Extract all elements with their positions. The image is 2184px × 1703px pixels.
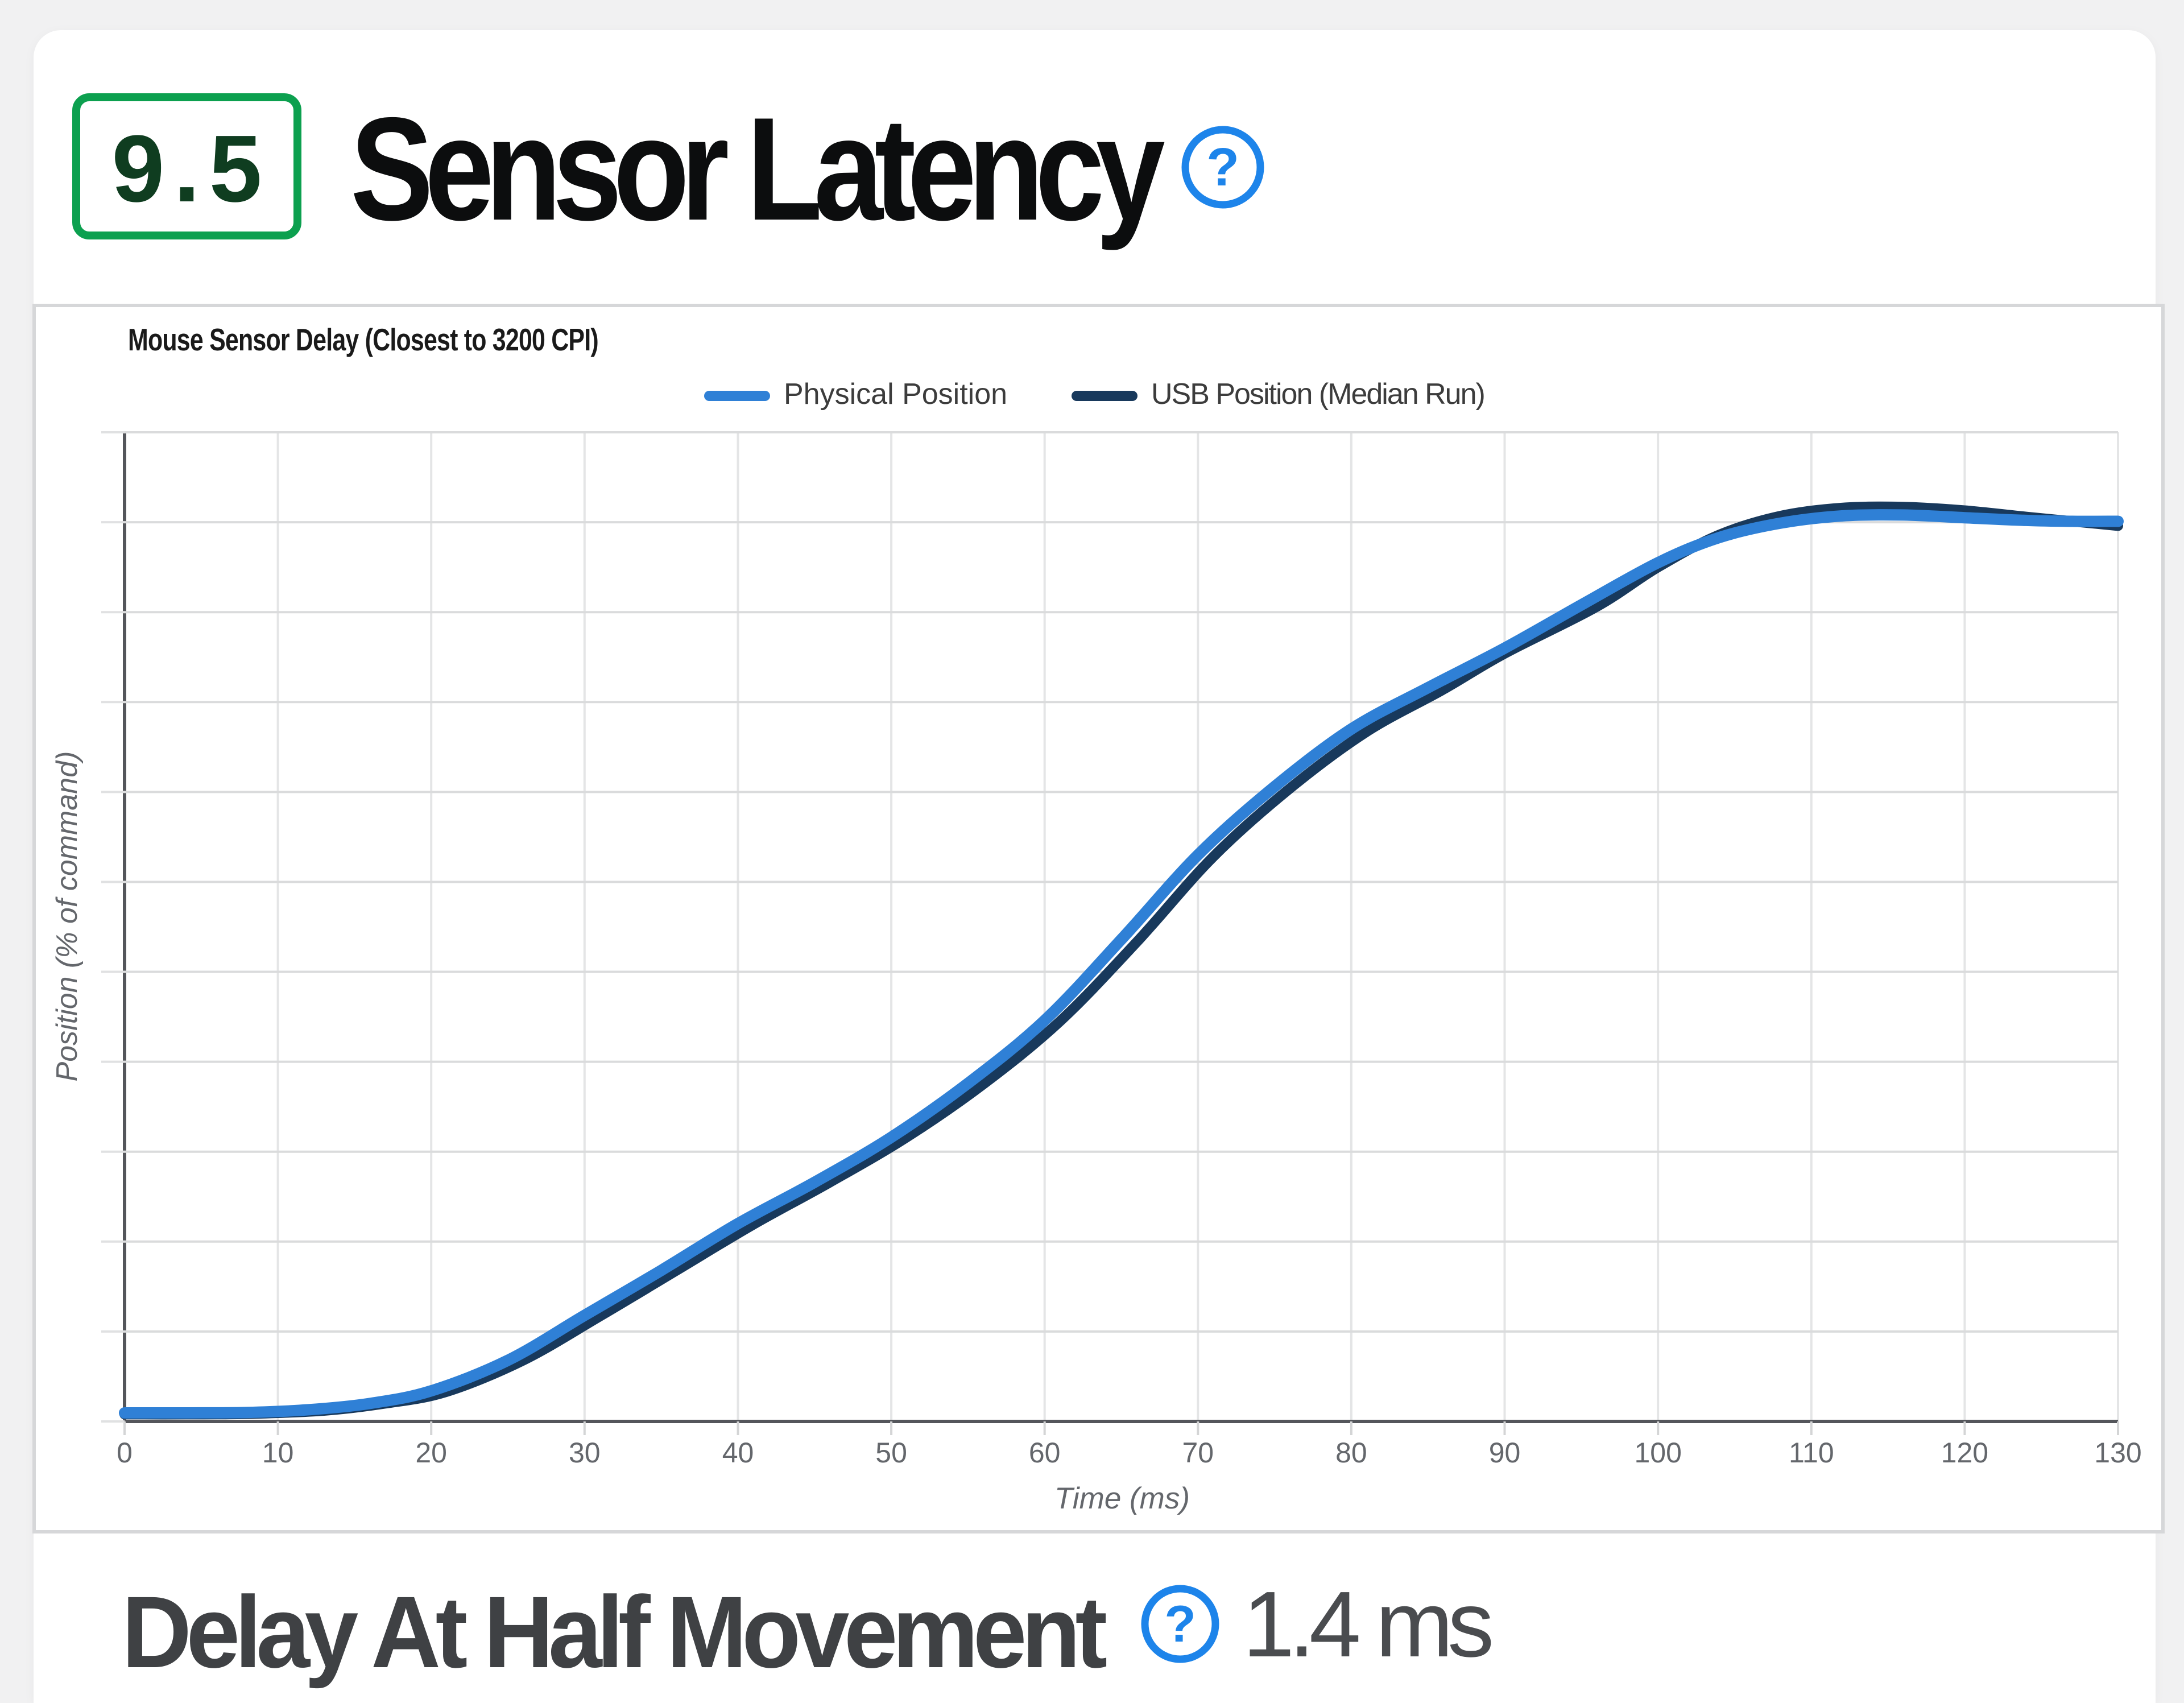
svg-text:20: 20 (415, 1437, 447, 1469)
svg-text:110: 110 (1789, 1437, 1834, 1469)
svg-text:80: 80 (1335, 1437, 1367, 1469)
svg-text:60: 60 (1029, 1437, 1061, 1469)
svg-text:10: 10 (262, 1437, 294, 1469)
svg-text:USB Position (Median Run): USB Position (Median Run) (1151, 378, 1484, 411)
svg-text:30: 30 (569, 1437, 601, 1469)
svg-text:Time (ms): Time (ms) (1054, 1482, 1190, 1515)
svg-text:70: 70 (1182, 1437, 1214, 1469)
svg-text:130: 130 (2094, 1437, 2141, 1469)
svg-text:Position (% of command): Position (% of command) (51, 751, 84, 1082)
svg-text:0: 0 (117, 1437, 133, 1469)
svg-text:?: ? (1164, 1595, 1196, 1653)
svg-text:100: 100 (1634, 1437, 1681, 1469)
svg-text:90: 90 (1489, 1437, 1521, 1469)
svg-text:Physical Position: Physical Position (784, 378, 1007, 411)
svg-text:50: 50 (875, 1437, 907, 1469)
svg-text:120: 120 (1941, 1437, 1988, 1469)
svg-text:40: 40 (722, 1437, 754, 1469)
svg-text:?: ? (1206, 137, 1239, 197)
svg-text:Mouse Sensor Delay (Closest to: Mouse Sensor Delay (Closest to 3200 CPI) (128, 323, 598, 357)
